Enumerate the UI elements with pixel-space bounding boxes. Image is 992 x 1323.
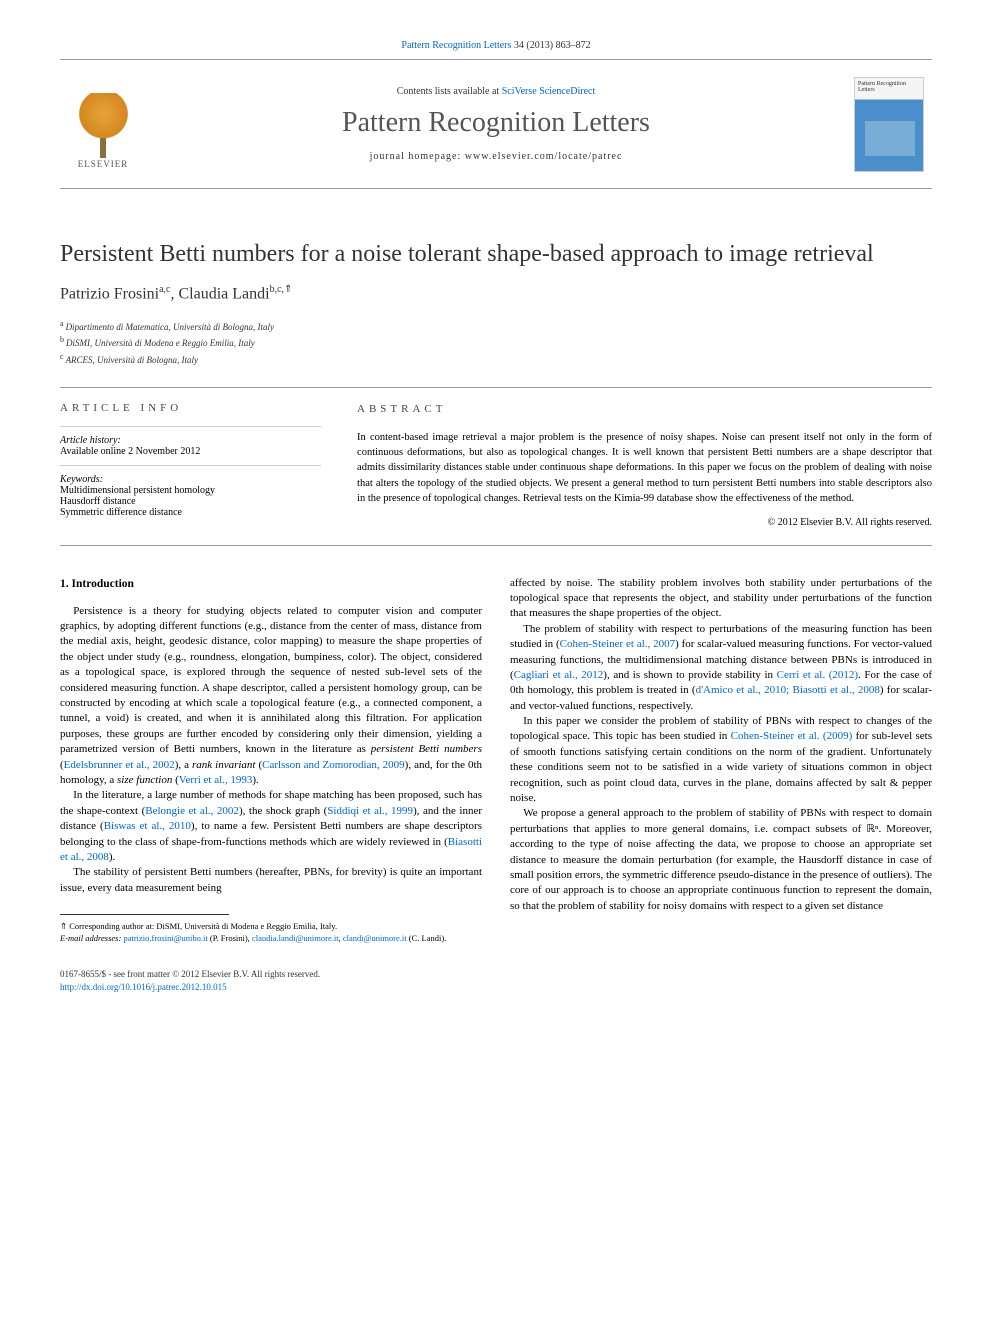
ref-cerri-2012[interactable]: Cerri et al. (2012)	[777, 669, 858, 681]
elsevier-label: ELSEVIER	[78, 159, 129, 169]
cover-title-text: Pattern Recognition Letters	[858, 81, 906, 93]
keyword-3: Symmetric difference distance	[60, 507, 321, 518]
email3-who: (C. Landi).	[407, 933, 447, 943]
info-abstract-row: article info Article history: Available …	[60, 387, 932, 546]
ref-damico-2010[interactable]: d'Amico et al., 2010; Biasotti et al., 2…	[696, 684, 880, 696]
ref-biswas-2010[interactable]: Biswas et al., 2010	[104, 820, 191, 832]
author-1: Patrizio Frosini	[60, 286, 159, 303]
paragraph-4: affected by noise. The stability problem…	[510, 576, 932, 622]
contents-prefix: Contents lists available at	[397, 86, 502, 97]
email-landi-2[interactable]: clandi@unimore.it	[343, 933, 407, 943]
ref-belongie-2002[interactable]: Belongie et al., 2002	[145, 805, 239, 817]
p1-em1: persistent Betti numbers	[371, 743, 482, 755]
ref-cohensteiner-2009[interactable]: Cohen-Steiner et al. (2009)	[731, 730, 853, 742]
email1-who: (P. Frosini),	[208, 933, 252, 943]
p1-em2: rank invariant	[192, 759, 256, 771]
corresponding-footnote: ⇑ Corresponding author at: DiSMI, Univer…	[60, 921, 482, 932]
journal-masthead: ELSEVIER Contents lists available at Sci…	[60, 59, 932, 189]
paragraph-7: We propose a general approach to the pro…	[510, 806, 932, 914]
abstract-box: abstract In content-based image retrieva…	[339, 388, 932, 545]
doi-link[interactable]: http://dx.doi.org/10.1016/j.patrec.2012.…	[60, 982, 227, 992]
email-label: E-mail addresses:	[60, 933, 121, 943]
body-columns: 1. Introduction Persistence is a theory …	[60, 576, 932, 944]
masthead-center: Contents lists available at SciVerse Sci…	[138, 86, 854, 162]
column-right: affected by noise. The stability problem…	[510, 576, 932, 944]
abstract-copyright: © 2012 Elsevier B.V. All rights reserved…	[357, 516, 932, 531]
paragraph-6: In this paper we consider the problem of…	[510, 714, 932, 806]
paragraph-2: In the literature, a large number of met…	[60, 788, 482, 865]
journal-name: Pattern Recognition Letters	[138, 107, 854, 139]
p1-em3: size function	[117, 774, 172, 786]
column-left: 1. Introduction Persistence is a theory …	[60, 576, 482, 944]
author-2-affil: b,c,	[270, 284, 284, 295]
corresponding-marker: ⇑	[284, 284, 292, 295]
elsevier-tree-icon	[76, 93, 131, 153]
ref-verri-1993[interactable]: Verri et al., 1993	[179, 774, 253, 786]
authors-line: Patrizio Frosinia,c, Claudia Landib,c,⇑	[60, 284, 932, 303]
article-title: Persistent Betti numbers for a noise tol…	[60, 239, 932, 270]
journal-cover-thumbnail[interactable]: Pattern Recognition Letters	[854, 77, 924, 172]
ref-cohensteiner-2007[interactable]: Cohen-Steiner et al., 2007	[560, 638, 675, 650]
email-frosini[interactable]: patrizio.frosini@unibo.it	[123, 933, 207, 943]
footnote-separator	[60, 914, 229, 915]
keyword-1: Multidimensional persistent homology	[60, 485, 321, 496]
article-info-box: article info Article history: Available …	[60, 388, 339, 545]
sciencedirect-link[interactable]: SciVerse ScienceDirect	[502, 86, 596, 97]
abstract-heading: abstract	[357, 402, 932, 418]
abstract-text: In content-based image retrieval a major…	[357, 430, 932, 506]
citation-journal-link[interactable]: Pattern Recognition Letters	[401, 40, 511, 51]
keyword-2: Hausdorff distance	[60, 496, 321, 507]
keywords-label: Keywords:	[60, 474, 321, 485]
ref-edelsbrunner-2002[interactable]: Edelsbrunner et al., 2002	[64, 759, 175, 771]
elsevier-logo[interactable]: ELSEVIER	[68, 79, 138, 169]
email-footnote: E-mail addresses: patrizio.frosini@unibo…	[60, 933, 482, 944]
paragraph-1: Persistence is a theory for studying obj…	[60, 604, 482, 789]
affiliation-a: Dipartimento di Matematica, Università d…	[66, 322, 274, 332]
paragraph-3: The stability of persistent Betti number…	[60, 865, 482, 896]
footnotes: ⇑ Corresponding author at: DiSMI, Univer…	[60, 921, 482, 944]
paragraph-5: The problem of stability with respect to…	[510, 622, 932, 714]
footer-bar: 0167-8655/$ - see front matter © 2012 El…	[60, 968, 932, 993]
p2-text-e: ).	[109, 851, 115, 863]
citation-text: 34 (2013) 863–872	[511, 40, 590, 51]
p1-text-g: ).	[252, 774, 258, 786]
contents-available-line: Contents lists available at SciVerse Sci…	[138, 86, 854, 97]
email-landi-1[interactable]: claudia.landi@unimore.it	[252, 933, 339, 943]
article-history-section: Article history: Available online 2 Nove…	[60, 426, 321, 465]
section-1-heading: 1. Introduction	[60, 576, 482, 592]
homepage-prefix: journal homepage:	[370, 151, 465, 162]
p1-text-a: Persistence is a theory for studying obj…	[60, 605, 482, 756]
p2-text-b: ), the shock graph (	[239, 805, 327, 817]
homepage-url[interactable]: www.elsevier.com/locate/patrec	[465, 151, 623, 162]
ref-carlsson-2009[interactable]: Carlsson and Zomorodian, 2009	[262, 759, 405, 771]
issn-line: 0167-8655/$ - see front matter © 2012 El…	[60, 968, 932, 981]
author-2: Claudia Landi	[179, 286, 270, 303]
p5-text-c: ), and is shown to provide stability in	[603, 669, 776, 681]
history-label: Article history:	[60, 435, 321, 446]
article-info-heading: article info	[60, 402, 321, 414]
affiliations: aDipartimento di Matematica, Università …	[60, 318, 932, 368]
ref-cagliari-2012[interactable]: Cagliari et al., 2012	[514, 669, 604, 681]
affiliation-c: ARCES, Università di Bologna, Italy	[66, 355, 198, 365]
keywords-section: Keywords: Multidimensional persistent ho…	[60, 465, 321, 526]
citation-line: Pattern Recognition Letters 34 (2013) 86…	[60, 40, 932, 51]
author-1-affil: a,c	[159, 284, 170, 295]
history-text: Available online 2 November 2012	[60, 446, 321, 457]
journal-homepage-line: journal homepage: www.elsevier.com/locat…	[138, 151, 854, 162]
p1-text-c: ), a	[175, 759, 192, 771]
corr-text: Corresponding author at: DiSMI, Universi…	[67, 921, 337, 931]
ref-siddiqi-1999[interactable]: Siddiqi et al., 1999	[327, 805, 413, 817]
affiliation-b: DiSMI, Università di Modena e Reggio Emi…	[66, 338, 255, 348]
